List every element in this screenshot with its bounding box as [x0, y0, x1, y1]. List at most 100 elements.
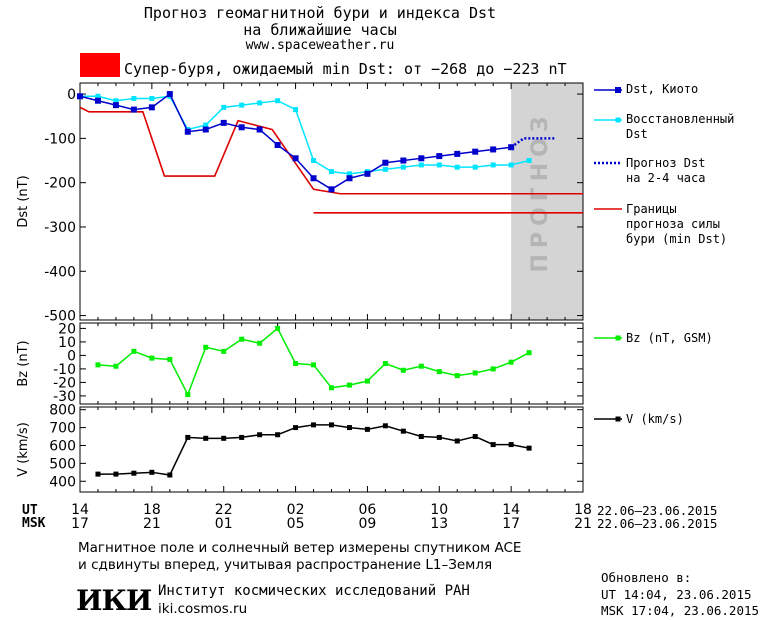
- v-series-point: [221, 435, 227, 441]
- v-series-point: [436, 434, 442, 440]
- dst-kyoto-series-point: [256, 126, 263, 133]
- bz-series-point: [472, 370, 478, 376]
- institute-site-link[interactable]: iki.cosmos.ru: [158, 601, 248, 617]
- restored-dst-series-point: [275, 98, 281, 104]
- bz-series-point: [436, 369, 442, 375]
- x-tick-label-ut: 06: [359, 502, 377, 518]
- v-series-point: [257, 432, 263, 438]
- dst-kyoto-series-point: [364, 170, 371, 177]
- x-tick-label-ut: 18: [574, 502, 592, 518]
- dst-kyoto-series-point: [94, 97, 101, 104]
- restored-dst-series-point: [382, 166, 388, 172]
- y-tick-label: -500: [44, 309, 76, 325]
- storm-level-swatch: [80, 53, 120, 77]
- v-series-point: [472, 434, 478, 440]
- restored-dst-series-point: [508, 162, 514, 168]
- y-tick-label: -100: [44, 131, 76, 147]
- v-series-point: [203, 435, 209, 441]
- v-series-point: [167, 472, 173, 478]
- institute-name: Институт космических исследований РАН: [158, 583, 470, 599]
- restored-dst-series-point: [436, 162, 442, 168]
- v-series-point: [275, 432, 281, 438]
- bz-series-point: [400, 367, 406, 373]
- restored-dst-series-point: [131, 96, 137, 102]
- bounds-series-line: [79, 106, 583, 195]
- x-tick-label-msk: 21: [574, 516, 592, 532]
- restored-dst-series-point: [346, 171, 352, 177]
- legend-v-sample-marker: [615, 416, 621, 422]
- updated-msk: MSK 17:04, 23.06.2015: [601, 603, 760, 618]
- v-series-point: [293, 425, 299, 431]
- y-tick-label: -20: [53, 375, 76, 391]
- dst-kyoto-series-point: [238, 124, 245, 131]
- legend-bz-sample-marker: [615, 335, 621, 341]
- legend-v: V (km/s): [626, 412, 684, 426]
- restored-dst-series-point: [239, 102, 245, 108]
- v-series-point: [400, 428, 406, 434]
- y-axis-label: Bz (nT): [16, 340, 31, 386]
- v-series-point: [382, 423, 388, 429]
- legend-bounds-2: прогноза силы: [626, 217, 720, 231]
- dst-kyoto-series-point: [292, 155, 299, 162]
- x-tick-label-msk: 01: [215, 516, 233, 532]
- bz-series-point: [257, 340, 263, 346]
- ut-axis-label: UT: [22, 503, 38, 518]
- v-series-point: [113, 471, 119, 477]
- bz-series-point: [490, 366, 496, 372]
- restored-dst-series-point: [293, 107, 299, 113]
- dst-kyoto-series-point: [274, 142, 281, 149]
- dst-kyoto-series-point: [148, 104, 155, 111]
- bz-series-point: [364, 378, 370, 384]
- legend-dst-sample-marker: [615, 87, 621, 93]
- bz-series-point: [418, 363, 424, 369]
- restored-dst-series-point: [257, 100, 263, 106]
- dst-kyoto-series-point: [328, 186, 335, 193]
- v-series-point: [418, 434, 424, 440]
- bz-series-point: [221, 348, 227, 354]
- legend-restored-2: Dst: [626, 127, 648, 141]
- v-series-point: [239, 434, 245, 440]
- chart-title-line2: на ближайшие часы: [243, 21, 397, 39]
- bz-series-point: [113, 363, 119, 369]
- y-tick-label: 500: [49, 456, 76, 472]
- y-tick-label: -10: [53, 362, 76, 378]
- bz-series-point: [508, 359, 514, 365]
- bz-series-point: [275, 325, 281, 331]
- iki-logo: ИКИ: [76, 584, 152, 617]
- restored-dst-series-point: [329, 169, 334, 175]
- bz-series-point: [239, 336, 245, 342]
- bz-series-point: [329, 385, 334, 391]
- dst-kyoto-series-point: [220, 119, 227, 126]
- legend-bz: Bz (nT, GSM): [626, 331, 713, 345]
- updated-ut: UT 14:04, 23.06.2015: [601, 587, 752, 602]
- v-series-point: [526, 445, 532, 451]
- y-tick-label: 0: [67, 348, 76, 364]
- bz-series-point: [185, 392, 191, 398]
- footer-note-line1: Магнитное поле и солнечный ветер измерен…: [78, 540, 522, 556]
- v-series-point: [131, 470, 137, 476]
- forecast-band: [511, 83, 583, 320]
- dst-kyoto-series-point: [418, 155, 425, 162]
- restored-dst-series-point: [149, 96, 155, 102]
- v-series-point: [364, 426, 370, 432]
- dst-kyoto-series-point: [508, 144, 515, 151]
- storm-label: Супер-буря, ожидаемый min Dst: от −268 д…: [124, 60, 567, 78]
- legend-restored-1: Восстановленный: [626, 112, 735, 126]
- website-link[interactable]: www.spaceweather.ru: [245, 38, 395, 53]
- restored-dst-series-point: [400, 164, 406, 170]
- v-series-point: [490, 442, 496, 448]
- legend-bounds-3: бури (min Dst): [626, 232, 728, 246]
- x-tick-label-msk: 09: [359, 516, 377, 532]
- bz-series-point: [526, 350, 532, 356]
- v-series-point: [346, 425, 352, 431]
- legend-forecast-2: на 2-4 часа: [626, 171, 706, 185]
- panel-frame: [79, 82, 584, 321]
- restored-dst-series-line: [80, 95, 530, 175]
- restored-dst-series-point: [490, 162, 496, 168]
- v-series-point: [185, 434, 191, 440]
- legend-layer: [594, 87, 622, 422]
- restored-dst-series-point: [95, 93, 101, 99]
- bz-series-point: [167, 356, 173, 362]
- bz-series-point: [95, 362, 101, 368]
- updated-label: Обновлено в:: [601, 570, 692, 585]
